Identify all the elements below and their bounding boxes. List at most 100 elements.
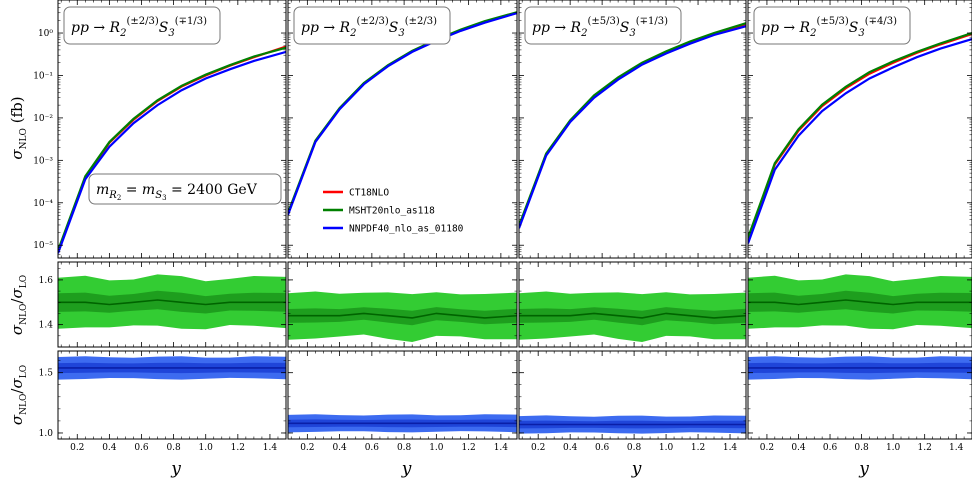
y-tick-label: 10⁻³: [33, 156, 53, 166]
x-axis-title: y: [170, 459, 181, 479]
legend-label-CT18NLO: CT18NLO: [349, 188, 389, 199]
x-tick-label: 0.6: [595, 443, 610, 453]
ratio-blue-panel-3: [519, 415, 746, 434]
axes-frame: [57, 261, 287, 348]
x-tick-label: 1.4: [494, 443, 509, 453]
y-tick-label: 1.0: [39, 429, 54, 439]
ratio-central-line: [288, 312, 517, 319]
y-tick-label: 10⁻⁵: [33, 241, 53, 251]
series-line-NNPDF40_nlo_as_01180: [288, 12, 517, 216]
ratio-central-line: [519, 312, 746, 319]
x-tick-label: 0.8: [166, 443, 181, 453]
y-tick-label: 10⁻²: [33, 114, 53, 124]
ratio-blue-panel-4: [748, 356, 972, 380]
axes-frame: [747, 0, 972, 259]
ratio-blue-panel-2: [288, 414, 517, 433]
series-line-NNPDF40_nlo_as_01180: [58, 50, 286, 254]
x-tick-label: 0.8: [627, 443, 642, 453]
series-line-CT18NLO: [58, 45, 286, 253]
legend-label-NNPDF40_nlo_as_01180: NNPDF40_nlo_as_01180: [349, 224, 464, 235]
legend: CT18NLO MSHT20nlo_as118 NNPDF40_nlo_as_011…: [323, 188, 464, 235]
axes-frame: [57, 350, 287, 440]
mass-label-box: [88, 173, 282, 205]
y-tick-label: 10⁰: [38, 29, 53, 39]
x-tick-label: 1.0: [199, 443, 214, 453]
cross-section-panel-2: [288, 11, 517, 216]
x-tick-label: 1.2: [231, 443, 245, 453]
axes-frame: [287, 0, 518, 259]
ratio-central-line: [58, 299, 286, 306]
ratio-green-panel-1: [58, 274, 286, 330]
process-label: pp → R2(±2/3)S3(±2/3): [301, 16, 437, 39]
axes-frame: [57, 0, 287, 259]
x-tick-label: 0.6: [823, 443, 838, 453]
process-label-box: [293, 6, 451, 45]
ratio-green-panel-3: [519, 291, 746, 342]
x-tick-label: 0.4: [102, 443, 117, 453]
axes-frame: [287, 261, 518, 348]
x-tick-label: 0.4: [563, 443, 578, 453]
series-line-MSHT20nlo_as118: [748, 31, 972, 239]
process-label-box: [524, 6, 682, 45]
process-label-box: [63, 6, 221, 45]
mass-label: mR2 = mS3 = 2400 GeV: [96, 182, 258, 202]
x-tick-label: 0.4: [791, 443, 806, 453]
ratio-central-line: [748, 299, 972, 306]
process-label: pp → R2(±2/3)S3(∓1/3): [71, 16, 207, 39]
x-tick-label: 0.2: [70, 443, 84, 453]
ratio-green-y-axis-title: σNLO/σLO: [8, 275, 29, 335]
axes-frame: [287, 350, 518, 440]
axes-frame: [518, 350, 747, 440]
x-tick-label: 1.2: [918, 443, 932, 453]
ratio-green-panel-4: [748, 274, 972, 330]
x-tick-label: 0.6: [134, 443, 149, 453]
y-tick-label: 1.5: [39, 369, 54, 379]
x-axis-title: y: [401, 459, 412, 479]
series-line-CT18NLO: [748, 32, 972, 240]
y-tick-label: 10⁻⁴: [33, 199, 53, 209]
x-tick-label: 0.8: [397, 443, 412, 453]
series-line-MSHT20nlo_as118: [58, 46, 286, 251]
x-tick-label: 1.4: [263, 443, 278, 453]
x-tick-label: 1.4: [949, 443, 964, 453]
x-tick-label: 0.2: [531, 443, 545, 453]
x-tick-label: 1.2: [461, 443, 475, 453]
axes-frame: [747, 350, 972, 440]
process-label-box: [753, 6, 911, 45]
x-tick-label: 0.4: [332, 443, 347, 453]
legend-label-MSHT20nlo_as118: MSHT20nlo_as118: [349, 206, 435, 217]
x-tick-label: 1.0: [886, 443, 901, 453]
series-line-CT18NLO: [519, 23, 746, 228]
y-tick-label: 1.4: [39, 321, 54, 331]
x-tick-label: 0.2: [760, 443, 774, 453]
cross-section-panel-4: [748, 31, 972, 244]
process-label: pp → R2(±5/3)S3(∓4/3): [761, 16, 897, 39]
x-tick-label: 1.4: [723, 443, 738, 453]
axes-frame: [518, 261, 747, 348]
series-line-NNPDF40_nlo_as_01180: [519, 25, 746, 229]
cross-section-panel-1: [58, 45, 286, 254]
axes-frame: [518, 0, 747, 259]
x-tick-label: 1.0: [429, 443, 444, 453]
x-axis-title: y: [631, 459, 642, 479]
series-line-NNPDF40_nlo_as_01180: [748, 38, 972, 244]
ratio-green-panel-2: [288, 291, 517, 342]
x-axis-title: y: [858, 459, 869, 479]
ratio-band-inner: [519, 307, 746, 326]
axes-frame: [747, 261, 972, 348]
x-tick-label: 0.2: [300, 443, 314, 453]
ratio-band-inner: [288, 307, 517, 326]
top-y-axis-title: σNLO (fb): [8, 96, 29, 159]
x-tick-label: 0.8: [854, 443, 869, 453]
cross-section-panel-3: [519, 22, 746, 229]
series-line-MSHT20nlo_as118: [519, 22, 746, 226]
y-tick-label: 1.6: [39, 276, 54, 286]
x-tick-label: 1.2: [691, 443, 705, 453]
y-tick-label: 10⁻¹: [33, 71, 53, 81]
ratio-blue-y-axis-title: σNLO/σLO: [8, 365, 29, 425]
process-label: pp → R2(±5/3)S3(∓1/3): [532, 16, 668, 39]
x-tick-label: 0.6: [365, 443, 380, 453]
x-tick-label: 1.0: [659, 443, 674, 453]
ratio-blue-panel-1: [58, 356, 286, 380]
